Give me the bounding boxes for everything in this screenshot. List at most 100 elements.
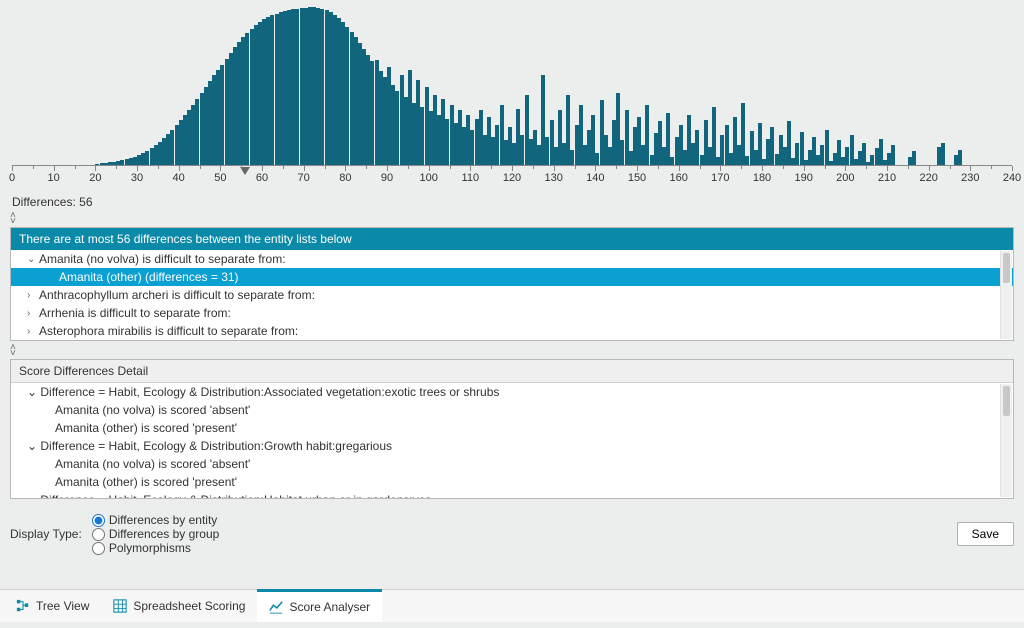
histogram-bar [958,150,962,165]
radio-input[interactable] [92,514,105,527]
table-row[interactable]: ⌄ Difference = Habit, Ecology & Distribu… [11,491,1013,498]
caret-down-icon[interactable]: ⌄ [27,254,37,265]
axis-tick [137,166,138,171]
axis-minor-tick [366,166,367,169]
axis-tick [470,166,471,171]
x-axis: 0102030405060708090100110120130140150160… [12,166,1012,186]
axis-tick [762,166,763,171]
histogram-bar [912,151,916,165]
axis-tick [804,166,805,171]
table-row[interactable]: ⌄ Difference = Habit, Ecology & Distribu… [11,437,1013,455]
axis-minor-tick [908,166,909,169]
axis-tick-label: 20 [89,172,101,184]
radio-label: Differences by group [109,527,220,541]
panel-resize-handle[interactable]: ˄ ˅ [10,213,1024,225]
save-button[interactable]: Save [957,522,1014,546]
entity-tree-list[interactable]: ⌄Amanita (no volva) is difficult to sepa… [11,250,1013,340]
axis-minor-tick [533,166,534,169]
axis-tick-label: 240 [1003,172,1021,184]
row-label: Amanita (other) (differences = 31) [59,270,239,284]
row-label: Arrhenia is difficult to separate from: [39,306,231,320]
detail-tree-list[interactable]: ⌄ Difference = Habit, Ecology & Distribu… [11,383,1013,498]
detail-panel-header: Score Differences Detail [11,360,1013,383]
table-row[interactable]: Amanita (other) is scored 'present' [11,473,1013,491]
table-row[interactable]: ›Arrhenia is difficult to separate from: [11,304,1013,322]
tab-tree-view[interactable]: Tree View [4,590,101,622]
row-label: Amanita (no volva) is difficult to separ… [39,252,286,266]
tab-label: Spreadsheet Scoring [133,599,245,613]
axis-tick [970,166,971,171]
table-row[interactable]: Amanita (no volva) is scored 'absent' [11,455,1013,473]
scrollbar[interactable] [1000,251,1012,339]
radio-input[interactable] [92,528,105,541]
table-row[interactable]: Amanita (other) is scored 'present' [11,419,1013,437]
display-type-option[interactable]: Differences by entity [92,513,220,527]
axis-minor-tick [75,166,76,169]
caret-right-icon[interactable]: › [27,326,37,337]
tab-label: Score Analyser [289,600,370,614]
scrollbar[interactable] [1000,384,1012,497]
axis-minor-tick [33,166,34,169]
axis-tick-label: 220 [919,172,937,184]
radio-label: Differences by entity [109,513,218,527]
caret-right-icon[interactable]: › [27,290,37,301]
axis-tick-label: 200 [836,172,854,184]
axis-minor-tick [491,166,492,169]
display-type-label: Display Type: [10,527,82,541]
axis-minor-tick [825,166,826,169]
panel-resize-handle-2[interactable]: ˄ ˅ [10,345,1024,357]
differences-count-label: Differences: 56 [12,195,1024,209]
table-row[interactable]: ⌄ Difference = Habit, Ecology & Distribu… [11,383,1013,401]
axis-tick-label: 120 [503,172,521,184]
tab-spreadsheet-scoring[interactable]: Spreadsheet Scoring [101,590,257,622]
axis-tick [262,166,263,171]
axis-tick-label: 70 [298,172,310,184]
axis-tick-label: 170 [711,172,729,184]
chevron-down-icon: ˅ [10,351,1024,357]
histogram-bar [825,130,829,165]
axis-tick-label: 50 [214,172,226,184]
row-label: Anthracophyllum archeri is difficult to … [39,288,315,302]
score-detail-panel: Score Differences Detail ⌄ Difference = … [10,359,1014,499]
histogram-container: 0102030405060708090100110120130140150160… [12,6,1012,191]
table-row[interactable]: Amanita (no volva) is scored 'absent' [11,401,1013,419]
histogram-bar [941,143,945,165]
chevron-down-icon: ˅ [10,219,1024,225]
display-type-option[interactable]: Polymorphisms [92,541,220,555]
axis-tick [387,166,388,171]
tab-score-analyser[interactable]: Score Analyser [257,589,382,622]
axis-tick [429,166,430,171]
grid-icon [113,599,127,613]
axis-tick [595,166,596,171]
table-row[interactable]: ›Anthracophyllum archeri is difficult to… [11,286,1013,304]
chart-icon [269,600,283,614]
table-row[interactable]: ⌄Amanita (no volva) is difficult to sepa… [11,250,1013,268]
axis-minor-tick [450,166,451,169]
axis-minor-tick [741,166,742,169]
axis-minor-tick [616,166,617,169]
table-row[interactable]: Amanita (other) (differences = 31) [11,268,1013,286]
bottom-tab-bar: Tree View Spreadsheet Scoring Score Analys… [0,589,1024,622]
axis-tick [95,166,96,171]
axis-tick-label: 60 [256,172,268,184]
table-row[interactable]: ›Asterophora mirabilis is difficult to s… [11,322,1013,340]
axis-tick-label: 10 [48,172,60,184]
axis-minor-tick [700,166,701,169]
histogram-bar [891,145,895,165]
display-type-option[interactable]: Differences by group [92,527,220,541]
caret-right-icon[interactable]: › [27,308,37,319]
axis-tick [554,166,555,171]
radio-label: Polymorphisms [109,541,191,555]
axis-minor-tick [783,166,784,169]
axis-minor-tick [241,166,242,169]
axis-tick [54,166,55,171]
axis-minor-tick [325,166,326,169]
radio-input[interactable] [92,542,105,555]
axis-tick-label: 190 [794,172,812,184]
axis-tick [179,166,180,171]
histogram-chart[interactable] [12,6,1012,166]
entity-panel-header: There are at most 56 differences between… [11,228,1013,250]
axis-minor-tick [158,166,159,169]
axis-tick-label: 130 [544,172,562,184]
axis-minor-tick [991,166,992,169]
